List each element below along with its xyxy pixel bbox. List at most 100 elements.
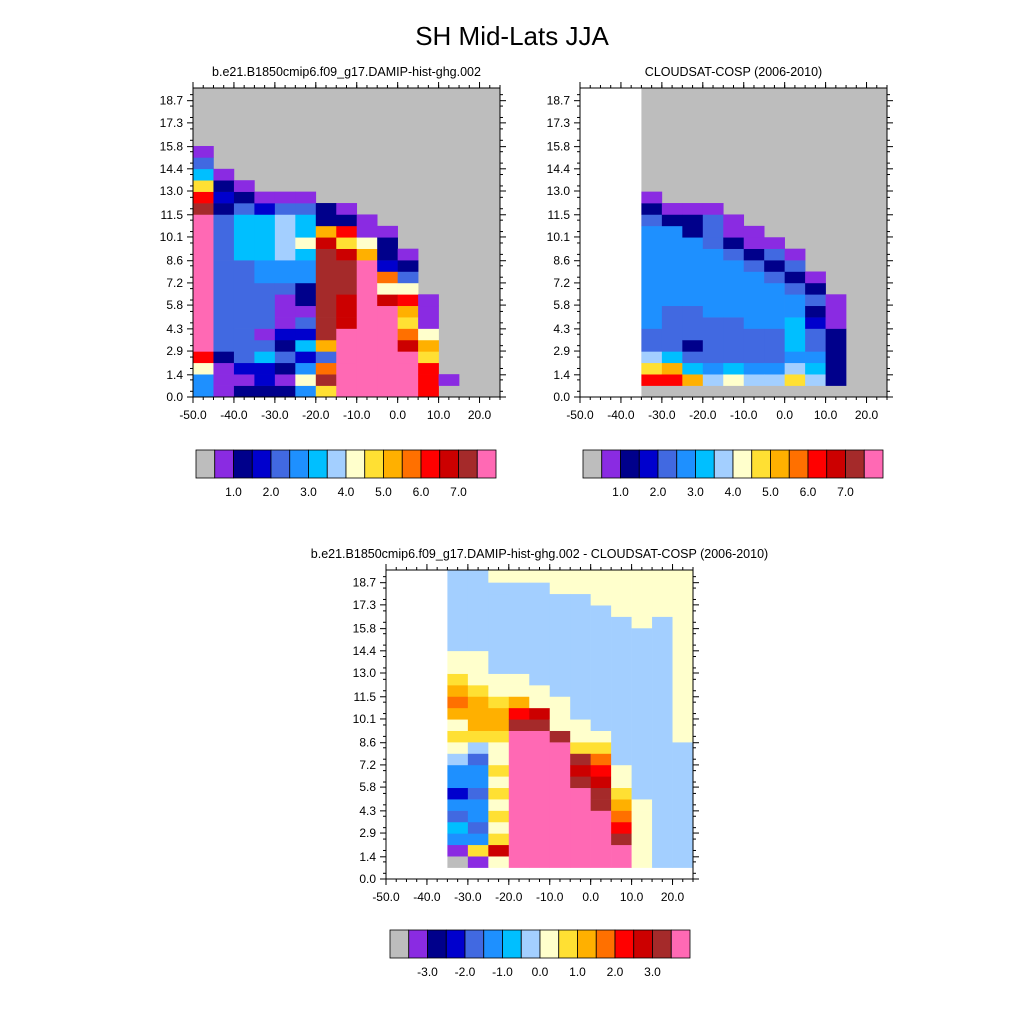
panels: b.e21.B1850cmip6.f09_g17.DAMIP-hist-ghg.… <box>160 65 893 979</box>
y-tick-label: 13.0 <box>547 184 571 198</box>
heatmap-cell <box>641 362 663 375</box>
x-tick-label: -30.0 <box>454 890 482 904</box>
heatmap-cell <box>723 248 745 261</box>
heatmap-cell <box>274 294 296 318</box>
heatmap-cell <box>418 294 439 307</box>
x-tick-label: -50.0 <box>566 408 594 422</box>
heatmap-cell <box>508 570 530 583</box>
colorbar-swatch <box>713 449 734 479</box>
heatmap-cell <box>682 305 704 341</box>
heatmap-cell <box>488 787 510 800</box>
x-tick-label: -20.0 <box>302 408 330 422</box>
heatmap-cell <box>397 305 419 318</box>
heatmap-cell <box>784 362 806 375</box>
heatmap-cell <box>672 570 694 743</box>
heatmap-cell <box>488 696 510 709</box>
heatmap-cell <box>682 351 704 364</box>
heatmap-cell <box>193 180 214 192</box>
heatmap-cell <box>590 753 612 766</box>
heatmap-cell <box>336 260 358 295</box>
colorbar-swatch <box>464 929 485 959</box>
heatmap-cell <box>418 351 439 364</box>
heatmap-cell <box>805 317 826 329</box>
heatmap-cell <box>447 844 469 857</box>
heatmap-cell <box>233 374 255 386</box>
heatmap-cell <box>570 753 591 766</box>
heatmap-cell <box>723 362 745 375</box>
y-tick-label: 13.0 <box>160 184 184 198</box>
heatmap-cell <box>590 570 612 606</box>
heatmap-cell <box>488 582 510 595</box>
heatmap-cell <box>356 248 378 261</box>
y-tick-label: 15.8 <box>547 140 571 154</box>
y-tick-label: 10.1 <box>353 712 377 726</box>
heatmap-cell <box>764 237 785 249</box>
heatmap-cell <box>467 673 489 686</box>
heatmap-cell <box>508 685 530 697</box>
heatmap-cell <box>529 685 551 697</box>
heatmap-cell <box>784 294 806 318</box>
heatmap-cell <box>233 191 255 204</box>
heatmap-cell <box>356 237 378 249</box>
heatmap-cell <box>295 385 317 398</box>
heatmap-cell <box>418 339 439 352</box>
heatmap-cell <box>356 225 378 238</box>
heatmap-cell <box>356 214 378 227</box>
x-tick-label: 0.0 <box>389 408 406 422</box>
y-tick-label: 18.7 <box>160 94 184 108</box>
heatmap-cell <box>467 787 489 800</box>
heatmap-cell <box>488 821 510 834</box>
heatmap-cell <box>397 282 419 295</box>
heatmap-cell <box>702 362 724 375</box>
colorbar-label: 0.0 <box>532 965 549 979</box>
heatmap-cell <box>549 593 571 697</box>
heatmap-cell <box>702 237 724 249</box>
heatmap-cell <box>641 328 663 352</box>
heatmap-cell <box>233 260 255 329</box>
x-tick-label: 0.0 <box>776 408 793 422</box>
colorbar-swatch <box>401 449 422 479</box>
heatmap-cell <box>661 214 683 227</box>
heatmap-cell <box>467 856 489 868</box>
colorbar-swatch <box>445 929 466 959</box>
y-tick-label: 2.9 <box>166 344 183 358</box>
heatmap-cell <box>213 260 235 352</box>
heatmap-cell <box>467 696 489 709</box>
heatmap-cell <box>805 328 826 352</box>
y-tick-label: 1.4 <box>553 368 570 382</box>
heatmap-cell <box>570 776 591 789</box>
heatmap-cell <box>631 810 653 868</box>
heatmap-cell <box>784 317 806 352</box>
y-tick-label: 0.0 <box>359 872 376 886</box>
heatmap-cell <box>508 730 530 868</box>
colorbar-swatch <box>695 449 715 479</box>
x-tick-label: -40.0 <box>413 890 441 904</box>
heatmap-cell <box>295 374 317 386</box>
heatmap-cell <box>336 214 358 227</box>
colorbar-swatch <box>770 449 790 479</box>
heatmap-cell <box>315 203 337 227</box>
heatmap-cell <box>723 214 745 227</box>
heatmap-cell <box>315 339 337 352</box>
y-tick-label: 7.2 <box>359 758 376 772</box>
heatmap-cell <box>213 351 235 364</box>
heatmap-cell <box>743 374 765 386</box>
heatmap-cell <box>488 810 510 823</box>
y-tick-label: 0.0 <box>166 390 183 404</box>
heatmap-cell <box>315 385 337 398</box>
colorbar-label: 3.0 <box>644 965 661 979</box>
y-tick-label: 14.4 <box>353 644 377 658</box>
colorbar-swatch <box>751 449 771 479</box>
heatmap-cell <box>723 317 745 364</box>
heatmap-cell <box>702 214 724 238</box>
colorbar-swatch <box>251 449 272 479</box>
heatmap-cell <box>641 351 663 364</box>
heatmap-cell <box>723 225 745 238</box>
heatmap-cell <box>213 168 235 181</box>
heatmap-cell <box>336 248 358 261</box>
colorbar-swatch <box>577 929 597 959</box>
y-tick-label: 8.6 <box>359 736 376 750</box>
colorbar-label: 1.0 <box>225 485 242 499</box>
heatmap-cell <box>641 225 663 329</box>
